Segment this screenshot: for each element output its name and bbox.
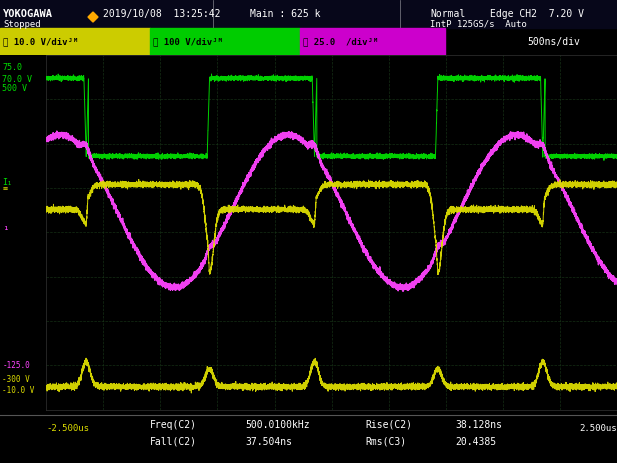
Text: 500.0100kHz: 500.0100kHz (245, 420, 310, 430)
Text: 2019/10/08  13:25:42: 2019/10/08 13:25:42 (103, 9, 220, 19)
Text: Fall(C2): Fall(C2) (150, 437, 197, 447)
Text: IntP 125GS/s  Auto: IntP 125GS/s Auto (430, 19, 527, 29)
Text: Normal: Normal (430, 9, 465, 19)
Text: YOKOGAWA: YOKOGAWA (3, 9, 53, 19)
Text: ② 100 V/divᴶᴹ: ② 100 V/divᴶᴹ (153, 38, 223, 47)
Text: 500ns/div: 500ns/div (527, 37, 580, 47)
Text: I₁: I₁ (2, 178, 12, 187)
Text: ≡: ≡ (2, 184, 7, 193)
Text: 2.500us: 2.500us (579, 424, 617, 433)
Bar (0, 0, 617, 28)
Text: Rms(C3): Rms(C3) (365, 437, 406, 447)
Text: -125.0: -125.0 (2, 361, 30, 370)
Text: Edge CH2  7.20 V: Edge CH2 7.20 V (490, 9, 584, 19)
Text: 37.504ns: 37.504ns (245, 437, 292, 447)
Text: 500 V: 500 V (2, 84, 27, 93)
Text: Freq(C2): Freq(C2) (150, 420, 197, 430)
Bar (150, 28, 300, 55)
Bar (0, 28, 150, 55)
Text: 38.128ns: 38.128ns (455, 420, 502, 430)
Text: -10.0 V: -10.0 V (2, 386, 35, 395)
Text: 20.4385: 20.4385 (455, 437, 496, 447)
Text: -300 V: -300 V (2, 375, 30, 384)
Text: ③ 25.0  /divᴶᴹ: ③ 25.0 /divᴶᴹ (303, 38, 378, 47)
Text: ¹: ¹ (2, 225, 9, 236)
Text: 75.0: 75.0 (2, 63, 22, 72)
Text: Main : 625 k: Main : 625 k (250, 9, 320, 19)
Text: 70.0 V: 70.0 V (2, 75, 32, 84)
Text: Rise(C2): Rise(C2) (365, 420, 412, 430)
Polygon shape (88, 12, 98, 22)
Text: -2.500us: -2.500us (46, 424, 89, 433)
Text: ① 10.0 V/divᴶᴹ: ① 10.0 V/divᴶᴹ (3, 38, 78, 47)
Text: Stopped: Stopped (3, 19, 41, 29)
Bar (300, 28, 445, 55)
